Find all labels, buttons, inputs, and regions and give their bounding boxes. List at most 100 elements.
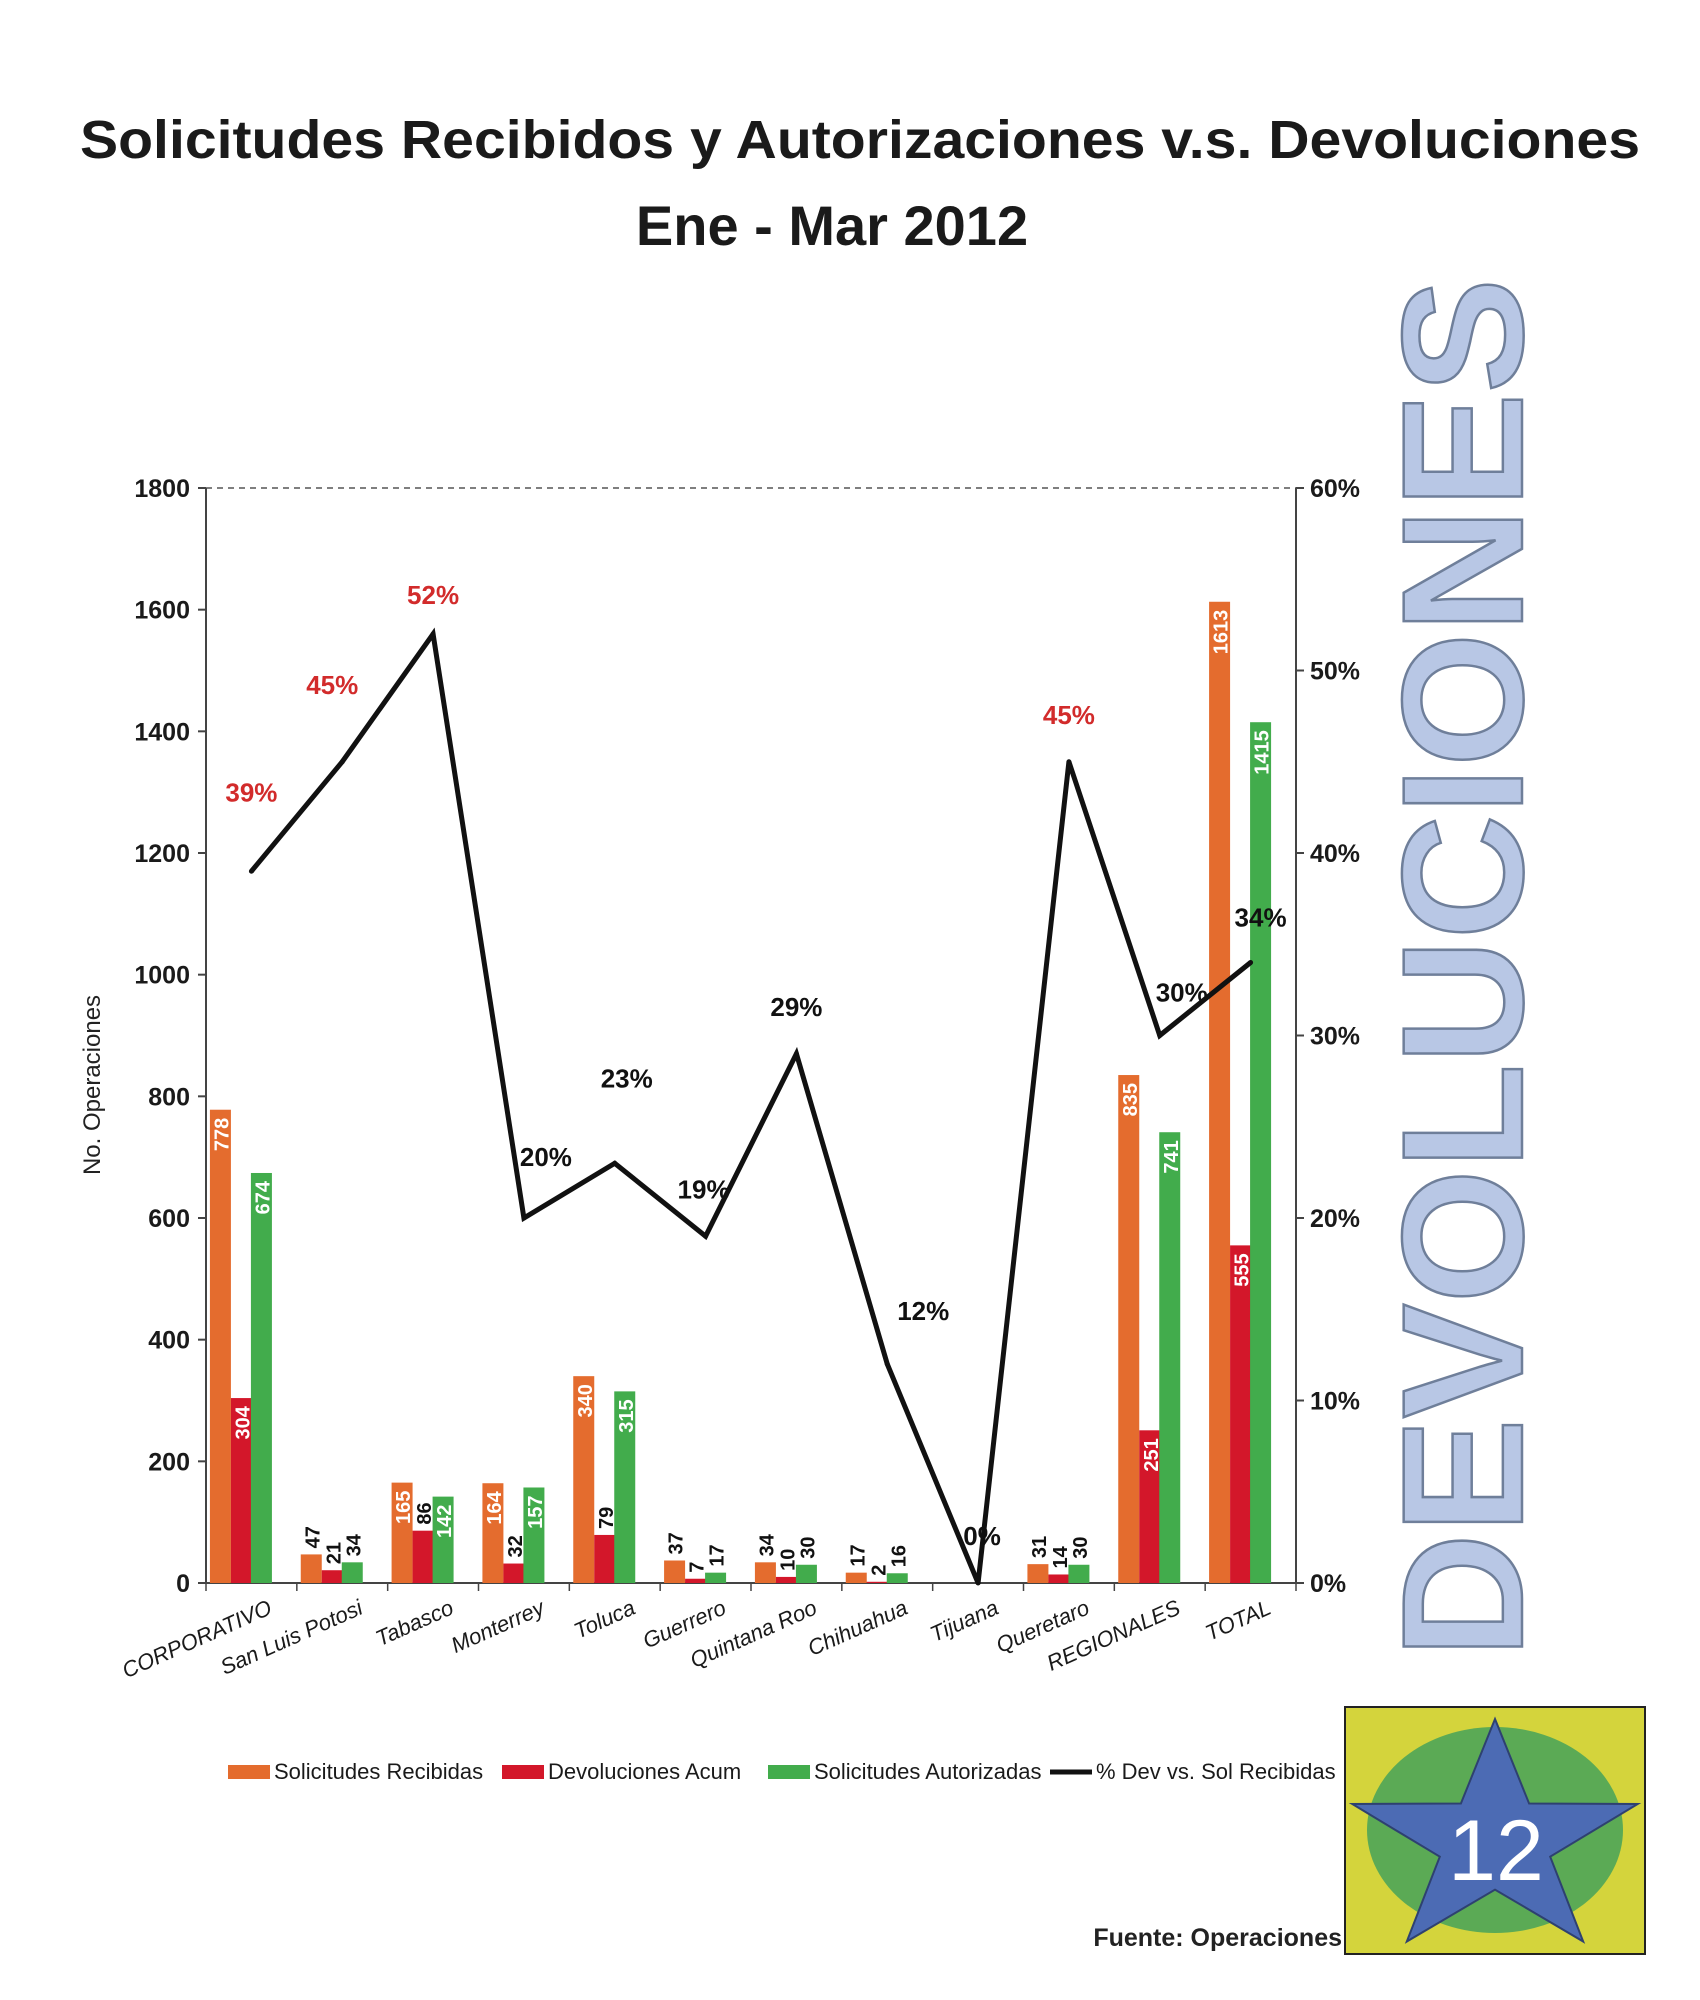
- percent-label: 20%: [520, 1142, 572, 1172]
- y2-tick-label: 20%: [1310, 1205, 1360, 1233]
- bar-value-label: 741: [1161, 1140, 1183, 1173]
- legend: Solicitudes Recibidas Devoluciones Acum So…: [228, 1759, 1336, 1784]
- bar: [391, 1482, 413, 1583]
- line-point: [1066, 759, 1072, 765]
- bar: [845, 1572, 867, 1583]
- bar-value-label: 1613: [1211, 610, 1233, 655]
- bar-value-label: 21: [323, 1542, 345, 1564]
- percent-label: 29%: [770, 992, 822, 1022]
- bar-value-label: 778: [211, 1118, 233, 1151]
- bar-value-label: 10: [777, 1549, 799, 1571]
- legend-label: Solicitudes Recibidas: [274, 1759, 483, 1784]
- y-tick-label: 1400: [134, 718, 190, 746]
- y-tick-label: 1800: [134, 475, 190, 503]
- y-tick-label: 1000: [134, 962, 190, 990]
- bar-value-label: 164: [484, 1490, 506, 1524]
- line-point: [1248, 960, 1254, 965]
- bar: [614, 1391, 636, 1583]
- bar-value-label: 79: [596, 1507, 618, 1529]
- bar: [1068, 1564, 1090, 1583]
- line-point: [703, 1233, 709, 1239]
- percent-label: 34%: [1235, 903, 1287, 933]
- bar-value-label: 30: [797, 1537, 819, 1559]
- y2-tick-label: 10%: [1310, 1388, 1360, 1416]
- bar: [230, 1398, 252, 1583]
- x-tick-label: CORPORATIVO: [118, 1595, 275, 1683]
- bar-value-label: 47: [302, 1526, 324, 1548]
- y-tick-label: 800: [148, 1083, 190, 1111]
- bar-value-label: 17: [847, 1544, 869, 1566]
- legend-label: Devoluciones Acum: [548, 1759, 741, 1784]
- y2-tick-label: 60%: [1310, 475, 1360, 503]
- bar-value-label: 34: [343, 1533, 365, 1556]
- bar-value-label: 315: [616, 1399, 638, 1432]
- x-tick-label: TOTAL: [1202, 1595, 1275, 1646]
- side-banner: DEVOLUCIONES: [1367, 278, 1559, 1658]
- bar-value-label: 674: [252, 1180, 274, 1214]
- badge: 12: [1344, 1706, 1646, 1955]
- bar: [594, 1534, 616, 1583]
- x-tick-label: Tabasco: [372, 1595, 457, 1651]
- bar: [1027, 1564, 1049, 1583]
- y-axis-title: No. Operaciones: [79, 995, 106, 1175]
- x-tick-label: Tijuana: [926, 1595, 1002, 1647]
- bar: [705, 1572, 727, 1583]
- bar: [250, 1172, 272, 1583]
- bar: [866, 1581, 888, 1583]
- bar: [300, 1554, 322, 1583]
- bar-value-label: 555: [1232, 1253, 1254, 1286]
- line-point: [248, 868, 254, 874]
- bar: [1209, 601, 1231, 1583]
- bar: [523, 1487, 545, 1583]
- bar: [754, 1562, 776, 1583]
- source-note: Fuente: Operaciones: [1093, 1924, 1342, 1952]
- bar-value-label: 142: [434, 1505, 456, 1538]
- x-tick-label: Chihuahua: [804, 1595, 911, 1661]
- series-line: [249, 627, 1253, 1584]
- bar: [1230, 1245, 1252, 1583]
- percent-label: 0%: [963, 1521, 1001, 1551]
- bar-value-label: 835: [1120, 1083, 1142, 1116]
- bar-value-label: 251: [1141, 1438, 1163, 1471]
- bar-value-label: 32: [505, 1535, 527, 1557]
- y-tick-label: 600: [148, 1205, 190, 1233]
- bar: [1159, 1132, 1181, 1583]
- bar: [775, 1576, 797, 1583]
- bar: [795, 1564, 817, 1583]
- line-point: [1157, 1033, 1163, 1038]
- line-point: [612, 1160, 618, 1166]
- bar-value-label: 2: [868, 1565, 890, 1576]
- bar: [664, 1560, 686, 1583]
- bar-value-label: 37: [666, 1532, 688, 1554]
- bar: [321, 1570, 343, 1583]
- y2-tick-label: 50%: [1310, 658, 1360, 686]
- bar: [432, 1496, 454, 1583]
- bar-value-label: 157: [525, 1495, 547, 1528]
- percent-label: 12%: [897, 1296, 949, 1326]
- bar-value-label: 30: [1070, 1537, 1092, 1559]
- bar: [503, 1563, 525, 1583]
- bar-value-label: 165: [393, 1491, 415, 1524]
- line-point: [884, 1361, 890, 1367]
- bar: [1139, 1430, 1161, 1583]
- legend-swatch: [768, 1765, 810, 1779]
- bar: [341, 1562, 363, 1583]
- line-point: [339, 759, 345, 765]
- y2-tick-label: 40%: [1310, 840, 1360, 868]
- bar-value-label: 304: [232, 1405, 254, 1439]
- bar: [482, 1483, 504, 1583]
- bar-value-label: 31: [1029, 1536, 1051, 1558]
- line-point: [521, 1215, 527, 1221]
- bar-value-label: 340: [575, 1384, 597, 1417]
- bar-value-label: 14: [1050, 1545, 1072, 1568]
- y-tick-label: 1200: [134, 840, 190, 868]
- chart-subtitle: Ene - Mar 2012: [636, 194, 1028, 257]
- line-point: [793, 1051, 799, 1057]
- bar: [886, 1573, 908, 1583]
- legend-label: Solicitudes Autorizadas: [814, 1759, 1041, 1784]
- percent-label: 30%: [1156, 978, 1208, 1008]
- badge-star: [1348, 1716, 1642, 1944]
- x-tick-label: Monterrey: [447, 1594, 549, 1658]
- y-tick-label: 0: [176, 1570, 190, 1598]
- legend-swatch: [228, 1765, 270, 1779]
